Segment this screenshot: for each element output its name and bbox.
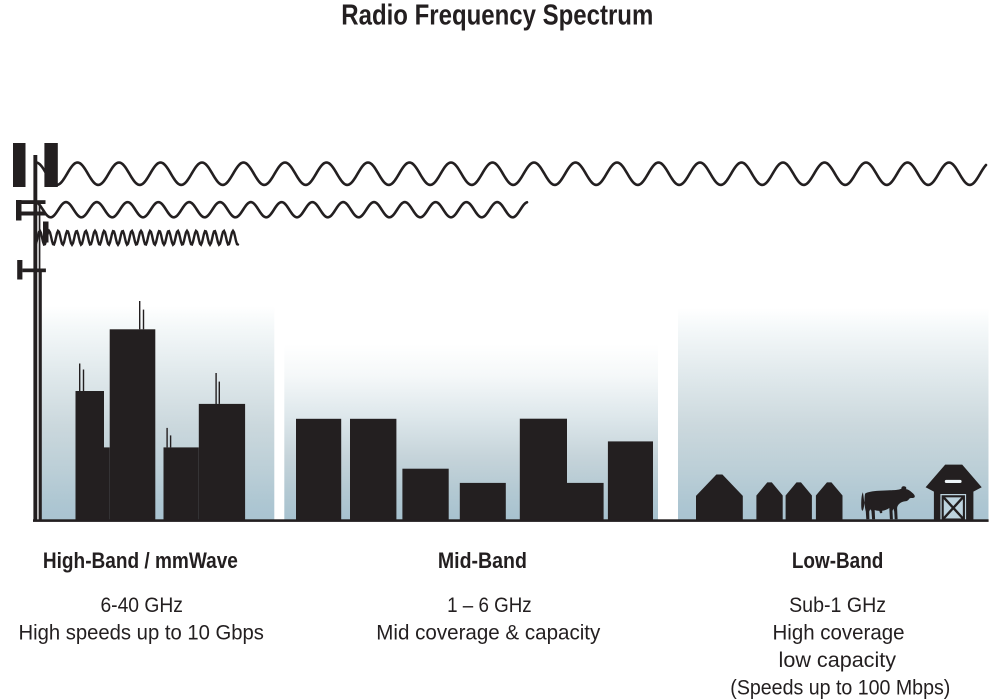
svg-text:Mid-Band: Mid-Band (438, 548, 527, 573)
svg-text:Low-Band: Low-Band (792, 548, 884, 573)
svg-text:low capacity: low capacity (779, 649, 897, 672)
svg-text:Radio Frequency Spectrum: Radio Frequency Spectrum (341, 0, 653, 31)
svg-text:6-40 GHz: 6-40 GHz (100, 594, 183, 617)
svg-text:(Speeds up to 100 Mbps): (Speeds up to 100 Mbps) (730, 676, 950, 699)
svg-text:High-Band / mmWave: High-Band / mmWave (43, 548, 238, 573)
svg-text:Mid coverage & capacity: Mid coverage & capacity (376, 622, 600, 645)
svg-text:High speeds up to 10 Gbps: High speeds up to 10 Gbps (18, 622, 264, 645)
svg-text:1 – 6 GHz: 1 – 6 GHz (447, 594, 532, 617)
svg-text:Sub-1 GHz: Sub-1 GHz (789, 594, 886, 617)
svg-text:High coverage: High coverage (773, 622, 905, 645)
